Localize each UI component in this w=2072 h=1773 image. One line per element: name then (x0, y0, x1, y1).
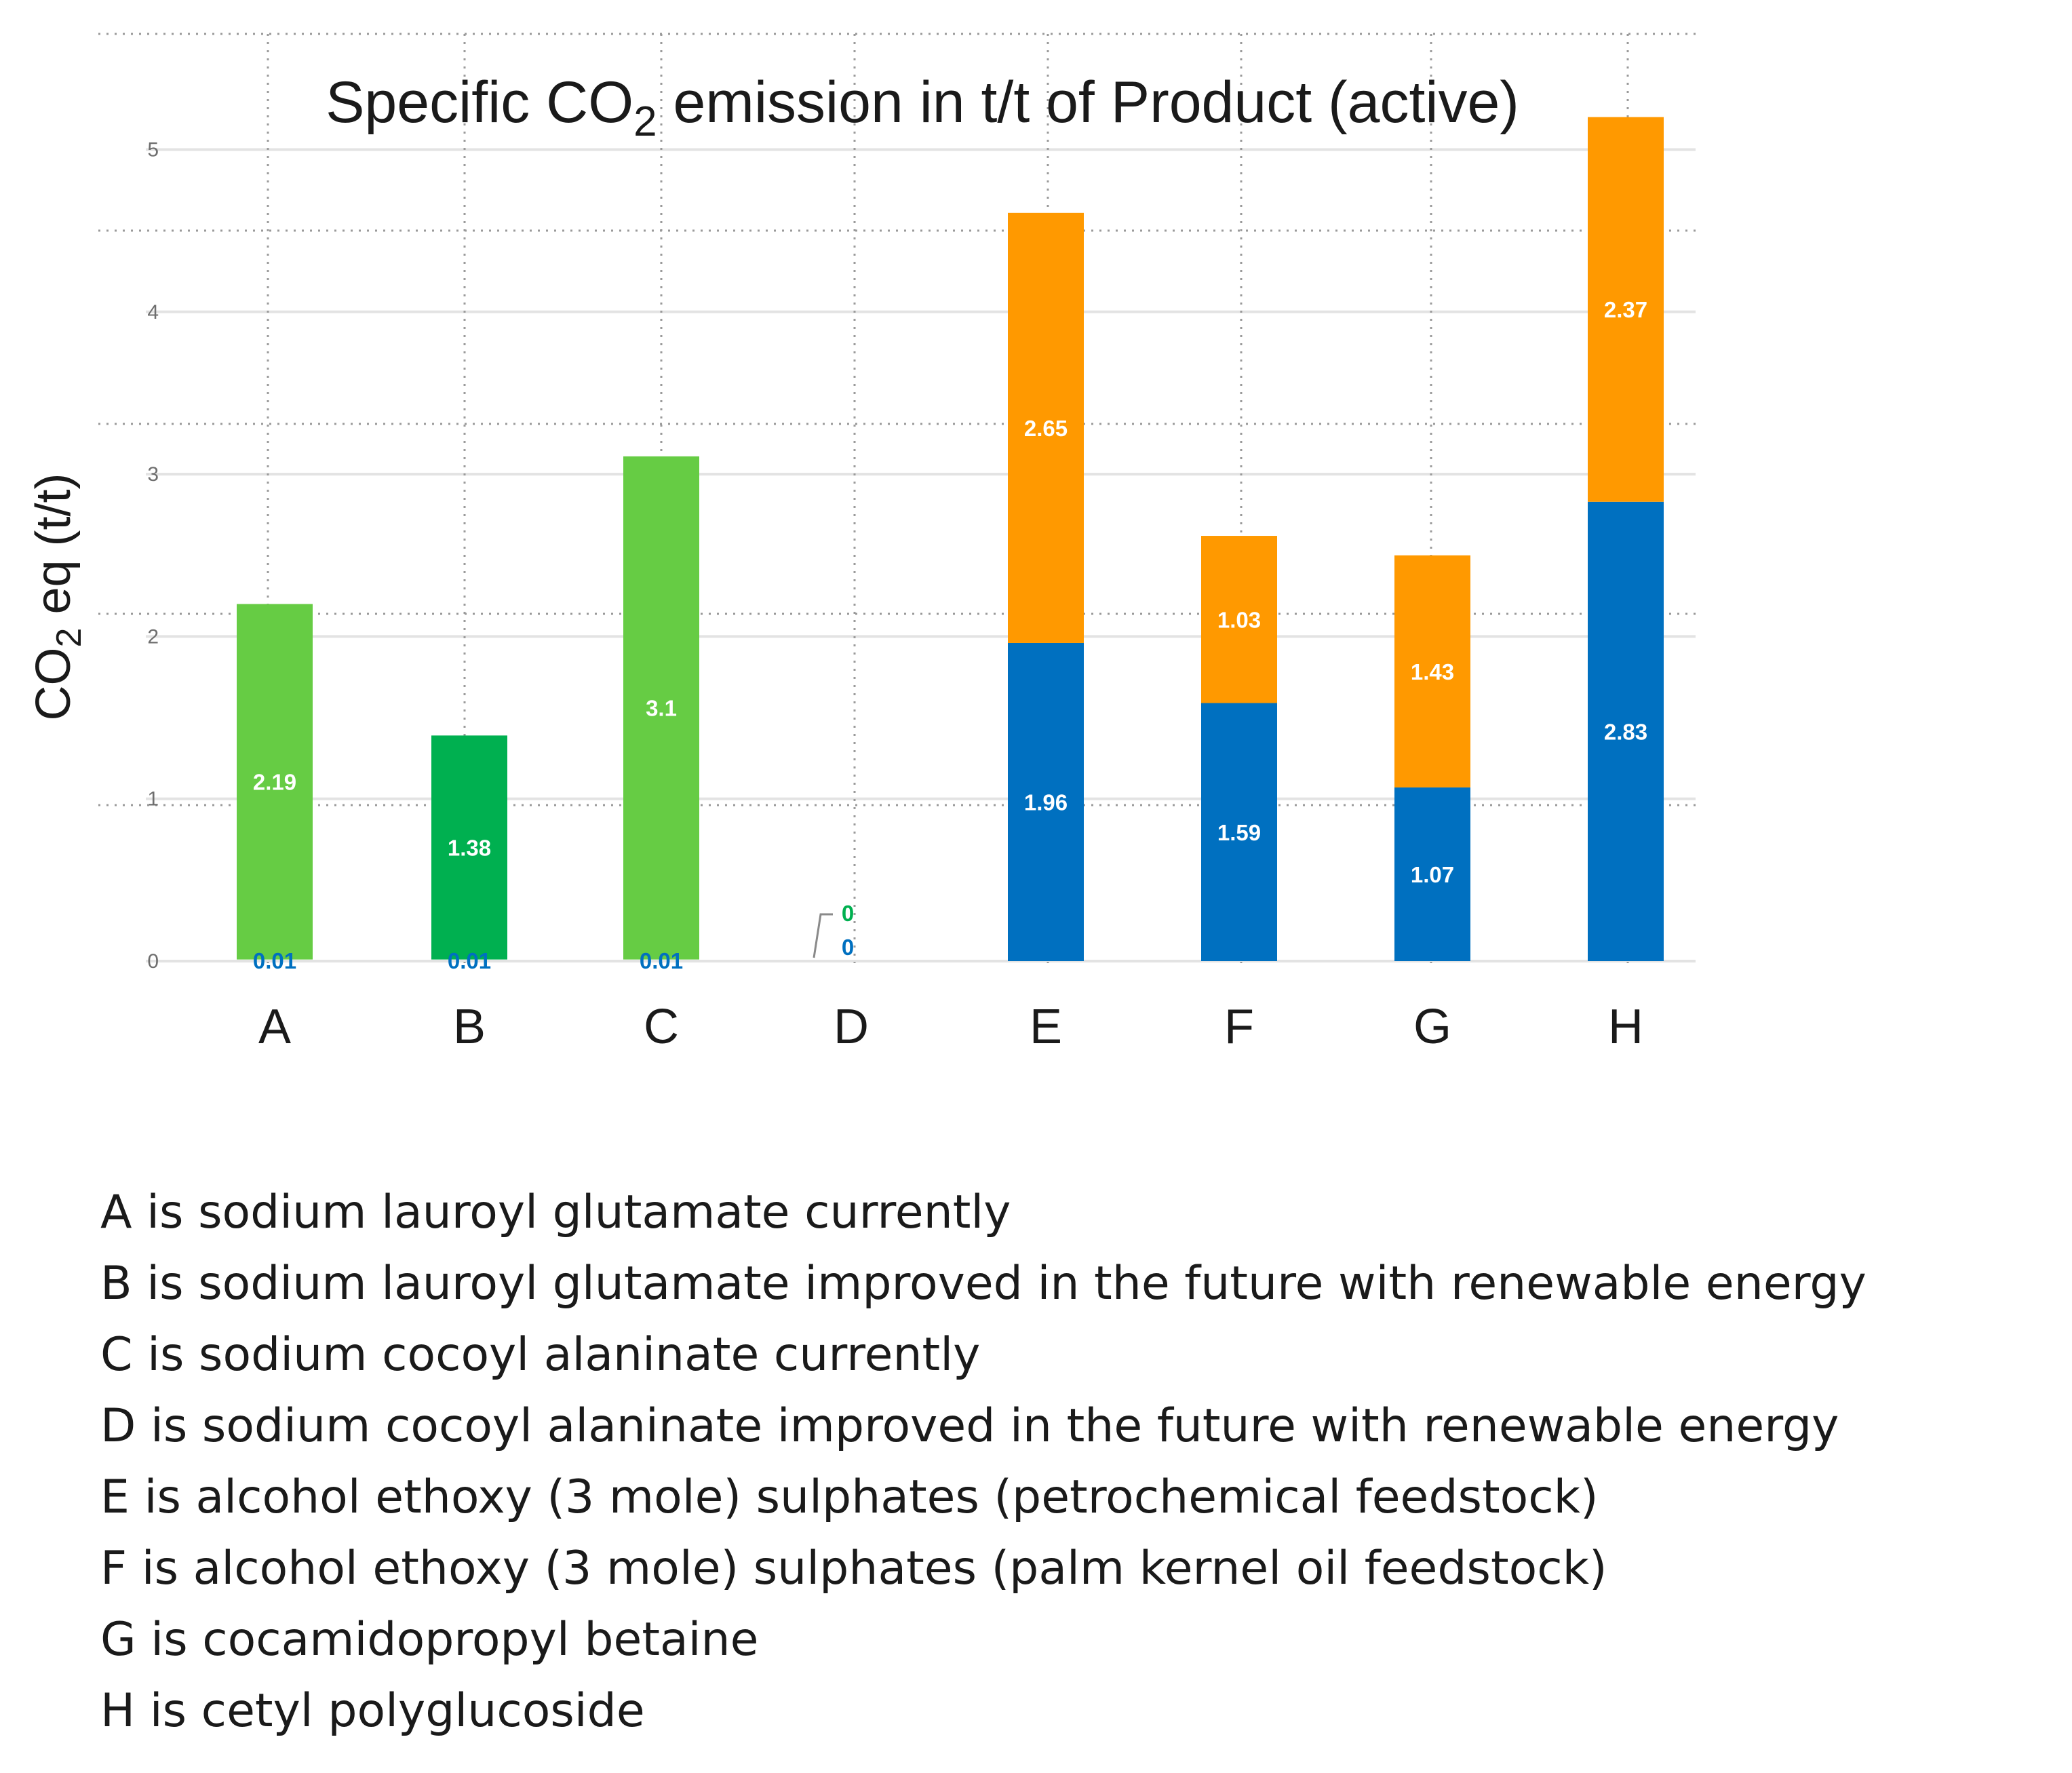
y-axis-label: CO2 eq (t/t) (26, 473, 89, 721)
y-tick-4: 4 (147, 301, 159, 324)
legend-item-f: F is alcohol ethoxy (3 mole) sulphates (… (100, 1542, 1607, 1595)
chart-title: Specific CO2 emission in t/t of Product … (326, 70, 1519, 145)
legend-item-h: H is cetyl polyglucoside (100, 1684, 645, 1738)
y-tick-0: 0 (147, 950, 159, 973)
bar-e-base (1008, 642, 1084, 961)
x-tick-a: A (258, 1000, 291, 1054)
y-tick-1: 1 (147, 788, 159, 811)
y-tick-5: 5 (147, 139, 159, 161)
bar-label-f-orange: 1.03 (1217, 607, 1261, 632)
bar-label-d-base: 0 (842, 935, 854, 960)
legend-item-d: D is sodium cocoyl alaninate improved in… (100, 1399, 1839, 1453)
x-tick-d: D (834, 1000, 869, 1054)
bar-f-orange (1201, 536, 1277, 703)
bar-b-green (431, 735, 507, 960)
x-tick-h: H (1608, 1000, 1643, 1054)
bar-labels: 2.19 0.01 1.38 0.01 3.1 0.01 0 0 2.65 1.96 1.03 1.5… (253, 297, 1647, 973)
legend-item-g: G is cocamidopropyl betaine (100, 1613, 759, 1667)
bar-label-a-base: 0.01 (253, 948, 296, 973)
legend-item-a: A is sodium lauroyl glutamate currently (100, 1186, 1011, 1239)
bar-label-g-base: 1.07 (1411, 862, 1454, 887)
bar-label-h-orange: 2.37 (1604, 297, 1647, 322)
x-tick-e: E (1030, 1000, 1062, 1054)
bar-label-g-orange: 1.43 (1411, 659, 1454, 684)
x-tick-g: G (1413, 1000, 1451, 1054)
bars (237, 117, 1664, 961)
x-tick-f: F (1224, 1000, 1254, 1054)
legend-item-c: C is sodium cocoyl alaninate currently (100, 1328, 981, 1382)
y-tick-2: 2 (147, 625, 159, 648)
bar-label-a-green: 2.19 (253, 770, 296, 795)
x-tick-labels: A B C D E F G H (258, 1000, 1643, 1054)
bar-label-h-base: 2.83 (1604, 719, 1647, 744)
legend-item-b: B is sodium lauroyl glutamate improved i… (100, 1257, 1866, 1310)
bar-h-base (1588, 501, 1664, 961)
bar-label-b-green: 1.38 (448, 835, 491, 860)
bar-a-green (237, 604, 313, 960)
y-tick-3: 3 (147, 463, 159, 486)
bar-g-base (1394, 787, 1470, 961)
bar-label-c-base: 0.01 (640, 948, 683, 973)
bar-label-e-base: 1.96 (1024, 790, 1068, 815)
bar-g-orange (1394, 555, 1470, 787)
category-legend: A is sodium lauroyl glutamate currently … (100, 1177, 1866, 1747)
bar-c-green (623, 456, 699, 960)
bar-label-c-green: 3.1 (646, 696, 677, 721)
x-tick-b: B (453, 1000, 486, 1054)
bar-label-f-base: 1.59 (1217, 820, 1261, 845)
chart: 2.19 0.01 1.38 0.01 3.1 0.01 0 0 2.65 1.96 1.03 1.5… (26, 33, 1696, 1054)
legend-item-e: E is alcohol ethoxy (3 mole) sulphates (… (100, 1470, 1599, 1524)
bar-label-b-base: 0.01 (448, 948, 491, 973)
y-tick-labels: 0 1 2 3 4 5 (147, 139, 159, 973)
bar-h-orange (1588, 117, 1664, 502)
bar-e-orange (1008, 212, 1084, 643)
x-tick-c: C (644, 1000, 679, 1054)
bar-label-e-orange: 2.65 (1024, 416, 1068, 441)
bar-f-base (1201, 703, 1277, 961)
bar-label-d-green: 0 (842, 901, 854, 926)
label-leader-line-d (813, 913, 833, 958)
